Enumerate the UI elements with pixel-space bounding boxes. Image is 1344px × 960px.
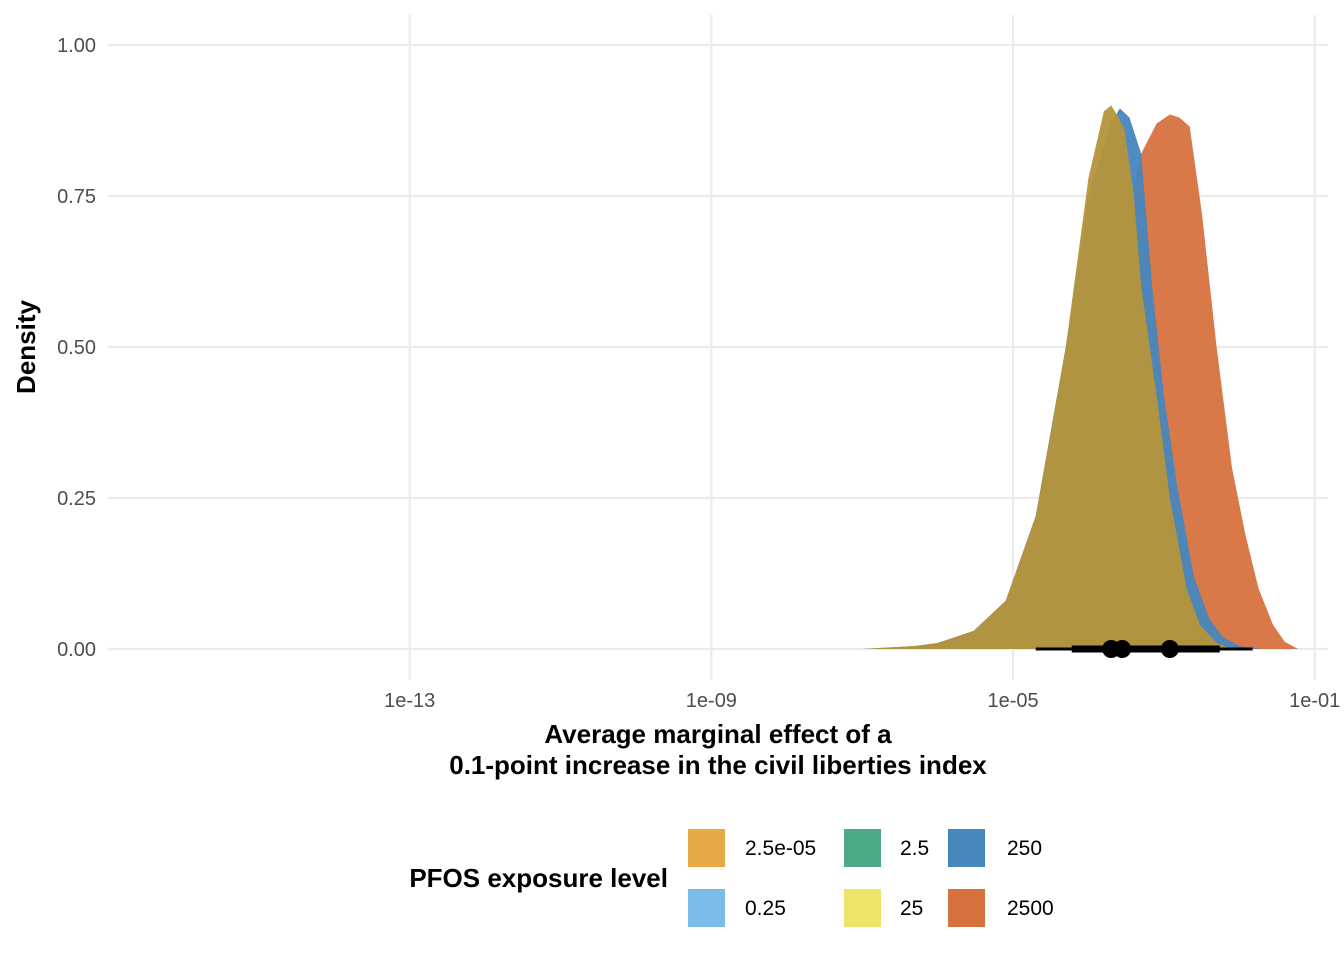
point-intervals (1035, 640, 1253, 658)
density-series (862, 105, 1298, 649)
legend-title: PFOS exposure level (409, 863, 668, 893)
legend-swatch-250 (948, 829, 985, 867)
y-tick-label: 0.00 (57, 639, 96, 661)
legend-label: 250 (1007, 837, 1042, 860)
legend-swatch-25 (844, 889, 881, 927)
median-point-2500 (1160, 640, 1179, 658)
legend-entries: 2.5e-05 0.25 2.5 25 250 2500 (688, 829, 1054, 927)
x-axis-ticks: 1e-13 1e-09 1e-05 1e-01 (384, 690, 1340, 712)
x-axis-title-line-1: Average marginal effect of a (544, 719, 892, 749)
x-tick-label: 1e-05 (987, 690, 1038, 712)
legend-swatch-2500 (948, 889, 985, 927)
y-axis-ticks: 0.00 0.25 0.50 0.75 1.00 (57, 35, 96, 661)
legend-label: 2.5 (900, 837, 929, 860)
x-axis-title-line-2: 0.1-point increase in the civil libertie… (449, 750, 987, 780)
legend-swatch-2.5 (844, 829, 881, 867)
grid-lines (108, 15, 1328, 680)
x-tick-label: 1e-01 (1289, 690, 1340, 712)
y-tick-label: 0.25 (57, 488, 96, 510)
median-point-2.5e-05 (1102, 640, 1121, 658)
y-tick-label: 0.75 (57, 186, 96, 208)
x-tick-label: 1e-09 (686, 690, 737, 712)
legend-label: 2.5e-05 (745, 837, 816, 860)
legend-label: 25 (900, 897, 923, 920)
legend-swatch-0.25 (688, 889, 725, 927)
legend-swatch-2.5e-05 (688, 829, 725, 867)
legend: PFOS exposure level 2.5e-050.252.5252502… (409, 829, 1054, 927)
y-tick-label: 0.50 (57, 337, 96, 359)
legend-label: 2500 (1007, 897, 1054, 920)
x-tick-label: 1e-13 (384, 690, 435, 712)
y-axis-title: Density (11, 300, 41, 394)
density-area-2.5e-05 (862, 105, 1232, 649)
legend-label: 0.25 (745, 897, 786, 920)
y-tick-label: 1.00 (57, 35, 96, 57)
